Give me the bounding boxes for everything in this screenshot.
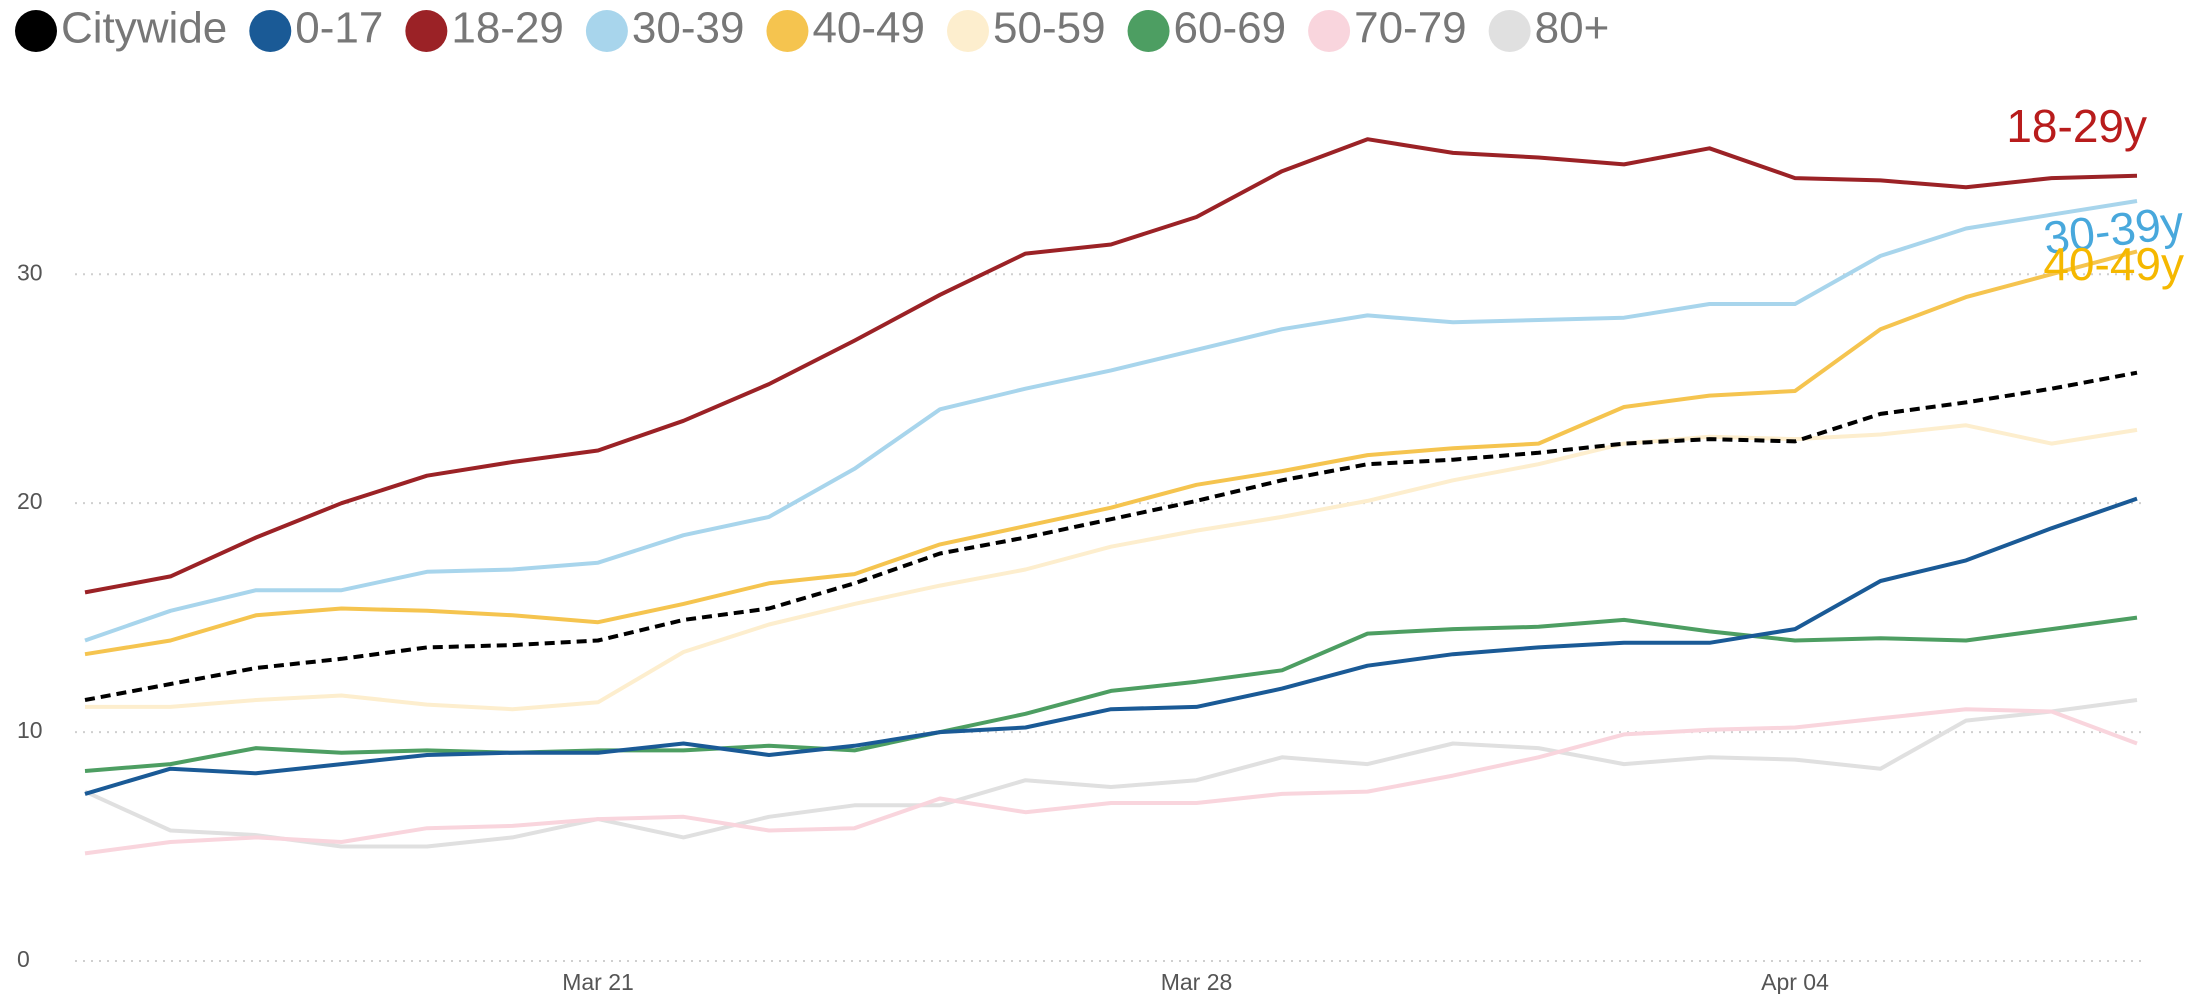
annotation: 18-29y bbox=[2006, 100, 2147, 152]
x-tick-label: Apr 04 bbox=[1761, 969, 1829, 994]
x-tick-label: Mar 21 bbox=[562, 969, 634, 994]
series-line bbox=[84, 199, 2138, 643]
legend-label: 0-17 bbox=[295, 4, 383, 53]
y-tick-label: 30 bbox=[17, 259, 43, 285]
x-tick-label: Mar 28 bbox=[1161, 969, 1233, 994]
y-tick-label: 10 bbox=[17, 717, 43, 743]
legend-label: 70-79 bbox=[1354, 4, 1467, 53]
annotation: 40-49y bbox=[2043, 238, 2184, 290]
series-line bbox=[84, 249, 2138, 657]
legend-label: 50-59 bbox=[993, 4, 1106, 53]
legend-label: Citywide bbox=[61, 4, 227, 53]
legend-swatch bbox=[766, 10, 809, 52]
legend-label: 40-49 bbox=[812, 4, 925, 53]
legend-label: 80+ bbox=[1535, 4, 1610, 53]
legend-swatch bbox=[1308, 10, 1351, 52]
legend-label: 30-39 bbox=[632, 4, 745, 53]
legend-swatch bbox=[405, 10, 448, 52]
legend-swatch bbox=[1488, 10, 1531, 52]
series-line bbox=[84, 370, 2138, 702]
series-line bbox=[84, 707, 2138, 856]
legend-label: 18-29 bbox=[451, 4, 564, 53]
y-tick-label: 0 bbox=[17, 946, 30, 972]
series-line bbox=[85, 423, 2138, 712]
legend-swatch bbox=[1127, 10, 1170, 52]
legend-swatch bbox=[585, 10, 628, 52]
legend-label: 60-69 bbox=[1174, 4, 1287, 53]
series-line bbox=[84, 137, 2138, 595]
series-line bbox=[84, 615, 2138, 773]
legend-swatch bbox=[15, 10, 57, 52]
series-line bbox=[84, 698, 2138, 849]
series-line bbox=[84, 496, 2138, 796]
legend-swatch bbox=[249, 10, 292, 52]
y-tick-label: 20 bbox=[17, 488, 43, 514]
legend-swatch bbox=[947, 10, 989, 52]
